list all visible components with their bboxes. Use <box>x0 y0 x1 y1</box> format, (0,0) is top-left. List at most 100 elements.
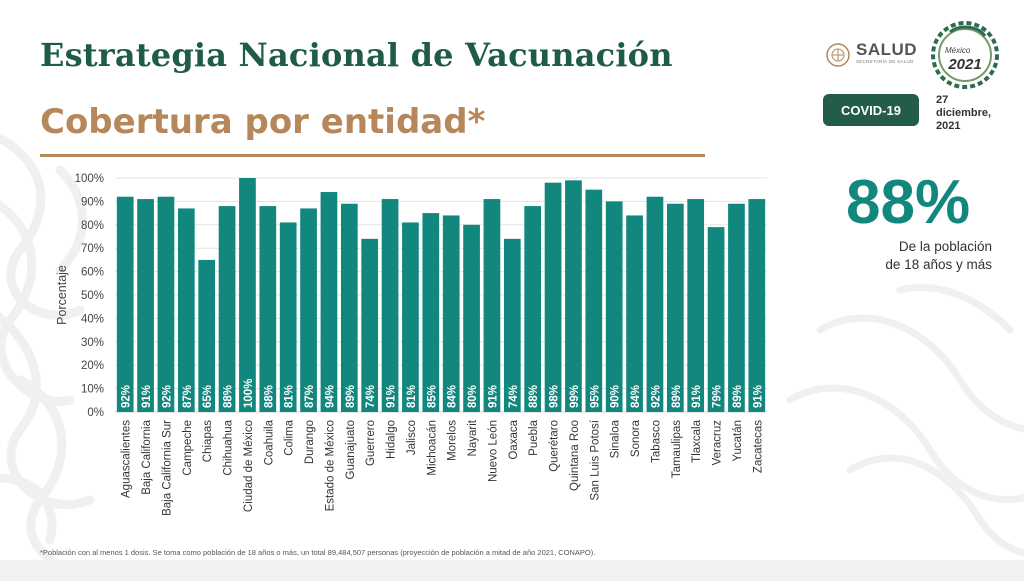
title-divider <box>40 154 705 157</box>
x-category-label: Tabasco <box>650 420 662 463</box>
page-title: Estrategia Nacional de Vacunación <box>40 36 673 74</box>
mexico-2021-emblem-icon <box>931 21 999 89</box>
bar-value-label: 74% <box>365 385 377 408</box>
bar-value-label: 88% <box>263 385 275 408</box>
bar <box>218 206 236 412</box>
y-tick-label: 0% <box>87 407 104 419</box>
bar <box>585 189 603 412</box>
bar-value-label: 84% <box>630 385 642 408</box>
x-category-label: Sinaloa <box>610 419 622 458</box>
bar-value-label: 79% <box>712 385 724 408</box>
date-year: 2021 <box>936 120 961 132</box>
x-category-label: Veracruz <box>712 420 724 466</box>
x-category-label: Hidalgo <box>386 420 398 459</box>
footer-bar <box>0 560 1024 581</box>
x-category-label: Nayarit <box>467 419 479 456</box>
x-category-label: Michoacán <box>426 420 438 476</box>
bar-value-label: 92% <box>161 385 173 408</box>
bar <box>137 199 154 412</box>
salud-logo-text: SALUD <box>856 40 918 59</box>
bar <box>340 203 358 412</box>
bar-value-label: 94% <box>324 385 336 408</box>
y-tick-label: 20% <box>81 360 104 372</box>
bar-value-label: 91% <box>487 385 499 408</box>
bar-value-label: 90% <box>610 385 622 408</box>
bar <box>177 208 195 412</box>
date-day: 27 <box>936 94 949 106</box>
x-category-label: Quintana Roo <box>569 420 581 491</box>
y-axis-label: Porcentaje <box>55 265 69 325</box>
bar <box>116 196 134 412</box>
stat-caption-line2: de 18 años y más <box>885 257 992 272</box>
bar <box>748 199 766 412</box>
bar <box>361 238 379 412</box>
x-category-label: Querétaro <box>549 420 561 472</box>
date-month: diciembre, <box>936 107 992 119</box>
salud-emblem-icon <box>826 43 850 67</box>
bar <box>565 180 582 412</box>
x-category-label: Ciudad de México <box>243 420 255 512</box>
x-category-label: Guanajuato <box>345 420 357 479</box>
bar-value-label: 91% <box>752 385 764 408</box>
x-category-label: Chihuahua <box>223 419 235 475</box>
bar <box>728 203 745 412</box>
y-tick-label: 80% <box>81 220 104 232</box>
bar <box>626 215 643 412</box>
bar <box>402 222 419 412</box>
x-category-label: Durango <box>304 420 316 464</box>
x-category-label: Estado de México <box>324 420 336 511</box>
bar-value-label: 88% <box>223 385 235 408</box>
stat-caption-line1: De la población <box>898 239 992 254</box>
bar <box>503 238 521 412</box>
bar-value-label: 81% <box>406 385 418 408</box>
bar <box>463 224 480 412</box>
x-category-label: Campeche <box>182 420 194 476</box>
x-category-label: Zacatecas <box>752 420 764 473</box>
chart-bars <box>116 178 766 412</box>
y-tick-label: 60% <box>81 267 104 279</box>
x-category-label: Baja California Sur <box>161 420 173 516</box>
bar-value-label: 89% <box>345 385 357 408</box>
y-tick-label: 90% <box>81 196 104 208</box>
bar-value-label: 81% <box>284 385 296 408</box>
bar-value-label: 85% <box>426 385 438 408</box>
x-category-label: Colima <box>284 419 296 455</box>
bar <box>687 199 705 412</box>
bar-value-label: 99% <box>569 385 581 408</box>
bar <box>300 208 317 412</box>
report-date: 27 diciembre, 2021 <box>936 94 1016 133</box>
bar <box>239 178 256 412</box>
bar-value-label: 95% <box>589 385 601 408</box>
x-category-label: Guerrero <box>365 420 377 466</box>
bar <box>381 199 399 412</box>
bar <box>483 199 501 412</box>
bar-value-label: 98% <box>549 385 561 408</box>
x-category-label: Chiapas <box>202 420 214 462</box>
x-category-label: Oaxaca <box>508 419 520 459</box>
y-tick-label: 10% <box>81 384 104 396</box>
bar-value-label: 84% <box>447 385 459 408</box>
x-category-label: Coahuila <box>263 419 275 465</box>
bar-value-label: 92% <box>121 385 133 408</box>
covid-badge: COVID-19 <box>823 94 919 126</box>
bar <box>707 227 725 412</box>
x-category-label: Morelos <box>447 420 459 461</box>
mexico-logo-name: México <box>945 46 971 55</box>
bar <box>279 222 297 412</box>
bar <box>524 206 542 412</box>
bar-value-label: 92% <box>650 385 662 408</box>
coverage-stat-caption: De la población de 18 años y más <box>850 238 992 274</box>
x-category-label: San Luis Potosí <box>589 419 601 500</box>
bar <box>320 192 338 412</box>
y-tick-label: 70% <box>81 243 104 255</box>
x-category-label: Nuevo León <box>487 420 499 482</box>
bar-value-label: 91% <box>386 385 398 408</box>
chart-labels: 0% 10% 20% 30% 40% 50% 60% 70% 80% 90% 100% Porcent… <box>55 173 764 516</box>
bar <box>666 203 684 412</box>
bar <box>646 196 664 412</box>
bar-value-label: 80% <box>467 385 479 408</box>
bar <box>605 201 623 412</box>
x-category-label: Jalisco <box>406 420 418 455</box>
x-category-label: Aguascalientes <box>121 420 133 498</box>
